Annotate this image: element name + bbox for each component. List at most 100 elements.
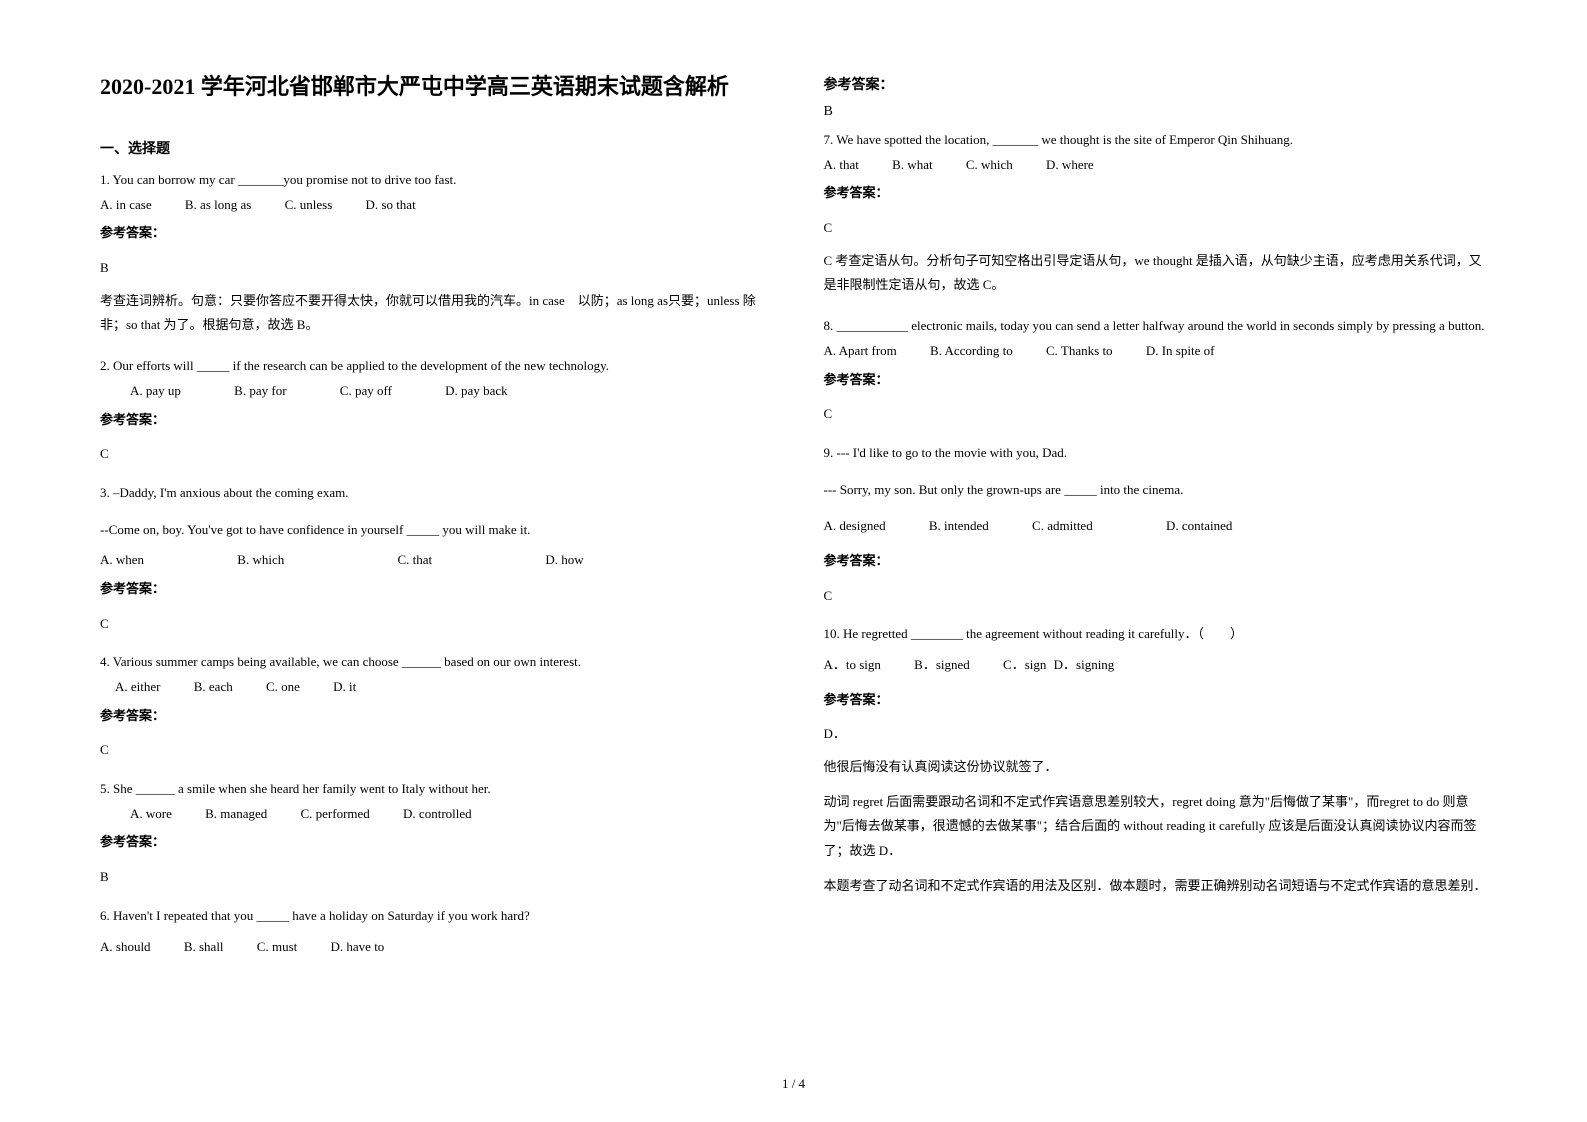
question-text-line2: --Come on, boy. You've got to have confi…	[100, 518, 764, 543]
option-a: A. designed	[824, 514, 886, 539]
question-7: 7. We have spotted the location, _______…	[824, 128, 1488, 308]
options: A. Apart from B. According to C. Thanks …	[824, 339, 1488, 364]
option-c: C. that	[398, 548, 433, 573]
answer: C	[824, 584, 1488, 609]
answer-label: 参考答案：	[100, 830, 764, 855]
answer-label: 参考答案：	[824, 181, 1488, 206]
explanation-line2: 动词 regret 后面需要跟动名词和不定式作宾语意思差别较大，regret d…	[824, 790, 1488, 864]
option-a: A. Apart from	[824, 339, 897, 364]
question-5: 5. She ______ a smile when she heard her…	[100, 777, 764, 898]
option-c: C. pay off	[340, 379, 392, 404]
option-b: B. as long as	[185, 193, 251, 218]
question-text-line2: --- Sorry, my son. But only the grown-up…	[824, 478, 1488, 503]
question-text-line1: 9. --- I'd like to go to the movie with …	[824, 441, 1488, 466]
option-b: B. pay for	[234, 379, 286, 404]
question-text: 10. He regretted ________ the agreement …	[824, 622, 1488, 647]
option-a: A. should	[100, 935, 151, 960]
option-b: B. According to	[930, 339, 1013, 364]
option-d: D. it	[333, 675, 356, 700]
answer-label: 参考答案：	[100, 577, 764, 602]
answer-q6: B	[824, 104, 1488, 120]
option-c: C. admitted	[1032, 514, 1093, 539]
options: A. pay up B. pay for C. pay off D. pay b…	[100, 379, 764, 404]
option-c: C．sign	[1003, 653, 1046, 678]
question-text: 6. Haven't I repeated that you _____ hav…	[100, 904, 764, 929]
option-a: A. either	[115, 675, 160, 700]
document-title: 2020-2021 学年河北省邯郸市大严屯中学高三英语期末试题含解析	[100, 70, 764, 103]
question-text: 5. She ______ a smile when she heard her…	[100, 777, 764, 802]
option-c: C. unless	[285, 193, 333, 218]
options: A. wore B. managed C. performed D. contr…	[100, 802, 764, 827]
option-a: A. pay up	[130, 379, 181, 404]
explanation-line1: 他很后悔没有认真阅读这份协议就签了．	[824, 755, 1488, 780]
option-b: B. shall	[184, 935, 224, 960]
question-text: 2. Our efforts will _____ if the researc…	[100, 354, 764, 379]
question-10: 10. He regretted ________ the agreement …	[824, 622, 1488, 908]
question-text: 4. Various summer camps being available,…	[100, 650, 764, 675]
option-b: B. each	[194, 675, 233, 700]
option-d: D. controlled	[403, 802, 472, 827]
question-4: 4. Various summer camps being available,…	[100, 650, 764, 771]
option-d: D. pay back	[445, 379, 507, 404]
option-d: D. so that	[366, 193, 416, 218]
option-a: A. wore	[130, 802, 172, 827]
options: A．to sign B．signed C．sign D．signing	[824, 653, 1488, 678]
answer-label: 参考答案：	[100, 408, 764, 433]
option-d: D. where	[1046, 153, 1094, 178]
answer-label: 参考答案：	[100, 221, 764, 246]
option-d: D. In spite of	[1146, 339, 1215, 364]
option-a: A. when	[100, 548, 144, 573]
question-text: 8. ___________ electronic mails, today y…	[824, 314, 1488, 339]
answer-label: 参考答案：	[100, 704, 764, 729]
option-b: B. what	[892, 153, 932, 178]
options: A. either B. each C. one D. it	[100, 675, 764, 700]
option-c: C. one	[266, 675, 300, 700]
question-6: 6. Haven't I repeated that you _____ hav…	[100, 904, 764, 959]
question-text: 1. You can borrow my car _______you prom…	[100, 168, 764, 193]
answer-label: 参考答案：	[824, 549, 1488, 574]
page-number: 1 / 4	[782, 1076, 805, 1092]
option-c: C. must	[257, 935, 297, 960]
answer: C	[100, 738, 764, 763]
option-c: C. Thanks to	[1046, 339, 1113, 364]
section-header: 一、选择题	[100, 138, 764, 158]
explanation: 考查连词辨析。句意：只要你答应不要开得太快，你就可以借用我的汽车。in case…	[100, 289, 764, 338]
question-1: 1. You can borrow my car _______you prom…	[100, 168, 764, 348]
option-d: D．signing	[1054, 653, 1115, 678]
answer-label: 参考答案：	[824, 688, 1488, 713]
option-a: A．to sign	[824, 653, 881, 678]
question-2: 2. Our efforts will _____ if the researc…	[100, 354, 764, 475]
option-b: B. intended	[929, 514, 989, 539]
question-8: 8. ___________ electronic mails, today y…	[824, 314, 1488, 435]
question-3: 3. –Daddy, I'm anxious about the coming …	[100, 481, 764, 644]
question-text-line1: 3. –Daddy, I'm anxious about the coming …	[100, 481, 764, 506]
answer: B	[100, 256, 764, 281]
answer: B	[100, 865, 764, 890]
answer: D．	[824, 722, 1488, 747]
option-d: D. contained	[1166, 514, 1232, 539]
left-column: 2020-2021 学年河北省邯郸市大严屯中学高三英语期末试题含解析 一、选择题…	[100, 70, 764, 1082]
explanation-line3: 本题考查了动名词和不定式作宾语的用法及区别．做本题时，需要正确辨别动名词短语与不…	[824, 874, 1488, 899]
answer: C	[824, 216, 1488, 241]
option-c: C. which	[966, 153, 1013, 178]
options: A. designed B. intended C. admitted D. c…	[824, 514, 1488, 539]
answer-label: 参考答案：	[824, 368, 1488, 393]
answer: C	[824, 402, 1488, 427]
option-b: B. managed	[205, 802, 267, 827]
question-9: 9. --- I'd like to go to the movie with …	[824, 441, 1488, 616]
options: A. that B. what C. which D. where	[824, 153, 1488, 178]
options: A. should B. shall C. must D. have to	[100, 935, 764, 960]
right-column: 参考答案： B 7. We have spotted the location,…	[824, 70, 1488, 1082]
options: A. in case B. as long as C. unless D. so…	[100, 193, 764, 218]
answer: C	[100, 612, 764, 637]
option-d: D. have to	[331, 935, 385, 960]
explanation: C 考查定语从句。分析句子可知空格出引导定语从句，we thought 是插入语…	[824, 249, 1488, 298]
answer: C	[100, 442, 764, 467]
option-d: D. how	[545, 548, 583, 573]
option-a: A. that	[824, 153, 859, 178]
option-a: A. in case	[100, 193, 152, 218]
answer-label: 参考答案：	[824, 74, 1488, 94]
option-b: B．signed	[914, 653, 970, 678]
option-b: B. which	[237, 548, 284, 573]
question-text: 7. We have spotted the location, _______…	[824, 128, 1488, 153]
